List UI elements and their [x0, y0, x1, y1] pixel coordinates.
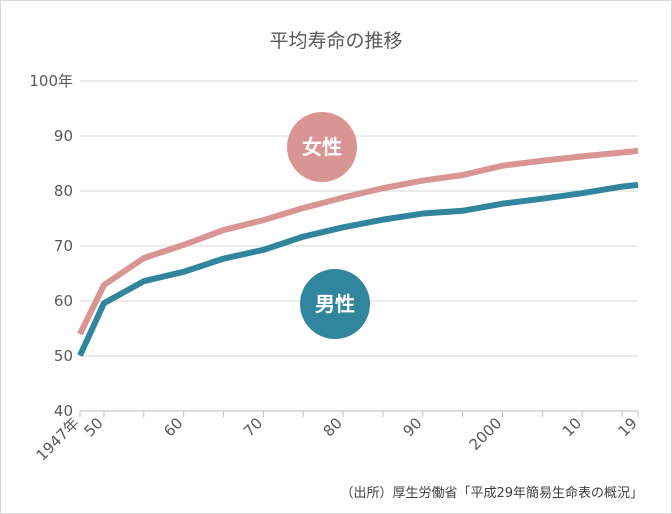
y-tick-label: 80	[54, 182, 73, 200]
data-point	[637, 184, 639, 186]
data-point	[541, 198, 543, 200]
series-line-0	[77, 147, 639, 336]
data-point	[581, 155, 583, 157]
data-point	[501, 203, 503, 205]
data-point	[501, 165, 503, 167]
series-badge-label: 女性	[302, 135, 342, 159]
data-point	[342, 226, 344, 228]
series-badge-1	[300, 269, 370, 339]
x-tick-label: 19	[615, 414, 641, 440]
data-point	[143, 257, 145, 259]
x-tick-label: 90	[399, 414, 425, 440]
data-point	[302, 207, 304, 209]
x-tick-label: 60	[160, 414, 186, 440]
source-note: （出所）厚生労働省「平成29年簡易生命表の概況」	[340, 485, 643, 501]
data-point	[621, 186, 623, 188]
data-point	[382, 219, 384, 221]
x-tick-label: 1947年	[32, 414, 82, 464]
y-tick-label: 100年	[29, 72, 73, 90]
y-tick-label: 60	[54, 292, 73, 310]
data-point	[222, 229, 224, 231]
y-tick-label: 90	[54, 127, 73, 145]
x-tick-label: 70	[240, 414, 266, 440]
series-line-1	[77, 181, 639, 357]
data-point	[79, 333, 81, 335]
data-point	[637, 150, 639, 152]
series-badge-0	[287, 112, 357, 182]
data-point	[462, 210, 464, 212]
data-point	[422, 180, 424, 182]
y-tick-label: 50	[54, 347, 73, 365]
x-tick-label: 10	[559, 414, 585, 440]
data-point	[183, 244, 185, 246]
data-point	[262, 219, 264, 221]
data-point	[462, 174, 464, 176]
data-point	[581, 192, 583, 194]
y-tick-label: 70	[54, 237, 73, 255]
data-point	[103, 284, 105, 286]
data-point	[422, 213, 424, 215]
data-point	[302, 236, 304, 238]
data-point	[342, 197, 344, 199]
data-point	[79, 354, 81, 356]
data-point	[382, 187, 384, 189]
data-point	[143, 280, 145, 282]
data-point	[103, 302, 105, 304]
y-tick-label: 40	[54, 402, 73, 420]
x-tick-label: 50	[81, 414, 107, 440]
chart-title: 平均寿命の推移	[269, 30, 402, 52]
data-point	[621, 152, 623, 153]
series-badge-label: 男性	[315, 292, 355, 316]
data-point	[183, 271, 185, 273]
data-point	[222, 258, 224, 260]
data-point	[541, 160, 543, 162]
x-tick-label: 80	[320, 414, 346, 440]
data-point	[262, 249, 264, 251]
x-tick-label: 2000	[466, 414, 506, 454]
series-lines	[77, 147, 639, 357]
